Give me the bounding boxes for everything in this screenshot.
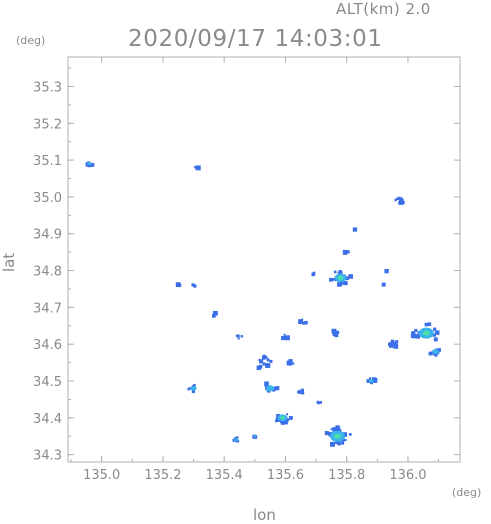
radar-echo	[286, 359, 295, 366]
radar-echo	[211, 311, 218, 318]
y-tick-label: 35.3	[33, 80, 62, 95]
radar-echo	[352, 227, 358, 232]
radar-echo	[194, 165, 201, 171]
radar-echo	[329, 270, 353, 287]
radar-echo	[410, 322, 440, 342]
datetime-title: 2020/09/17 14:03:01	[128, 26, 383, 52]
y-tick-label: 34.9	[33, 228, 62, 243]
radar-echo	[324, 425, 352, 447]
radar-echo	[366, 377, 378, 385]
radar-echo	[388, 339, 399, 349]
radar-echo	[298, 318, 308, 325]
x-tick-label: 136.0	[389, 468, 426, 483]
y-tick-label: 35.2	[33, 117, 62, 132]
radar-echo	[264, 381, 280, 393]
radar-echo	[191, 283, 197, 288]
x-unit-label: (deg)	[452, 486, 482, 499]
x-tick-label: 135.4	[206, 468, 243, 483]
radar-echo	[232, 436, 240, 443]
radar-echo	[235, 334, 243, 340]
axis-ticks: 135.0 135.2 135.4 135.6 135.8 136.0 34.3 34.4 34…	[33, 57, 460, 483]
radar-echo	[381, 282, 386, 287]
y-tick-label: 34.3	[33, 449, 62, 464]
plot-frame	[67, 56, 461, 463]
y-tick-label: 35.1	[33, 154, 62, 169]
radar-echo	[342, 249, 350, 255]
radar-echo	[252, 434, 258, 439]
radar-echo	[274, 413, 293, 425]
radar-echo	[316, 400, 323, 405]
radar-echo	[85, 161, 95, 168]
x-tick-label: 135.0	[83, 468, 120, 483]
y-tick-label: 34.8	[33, 265, 62, 280]
y-tick-label: 35.0	[33, 191, 62, 206]
x-axis-label: lon	[253, 506, 276, 524]
x-tick-label: 135.2	[144, 468, 181, 483]
radar-echo	[256, 354, 273, 371]
radar-echo	[428, 348, 442, 357]
x-tick-label: 135.6	[267, 468, 304, 483]
radar-echo	[394, 196, 405, 205]
x-tick-label: 135.8	[328, 468, 365, 483]
y-tick-label: 34.5	[33, 375, 62, 390]
radar-echo	[175, 282, 182, 288]
radar-echo	[331, 328, 340, 338]
echo-layer	[85, 161, 442, 447]
y-tick-label: 34.7	[33, 301, 62, 316]
radar-echo	[311, 271, 316, 277]
y-tick-label: 34.4	[33, 412, 62, 427]
y-unit-label: (deg)	[16, 34, 46, 47]
altitude-label: ALT(km) 2.0	[336, 0, 431, 18]
radar-echo	[187, 383, 197, 394]
radar-echo	[384, 268, 389, 274]
radar-echo	[281, 333, 290, 341]
y-tick-label: 34.6	[33, 338, 62, 353]
radar-echo	[297, 388, 305, 395]
